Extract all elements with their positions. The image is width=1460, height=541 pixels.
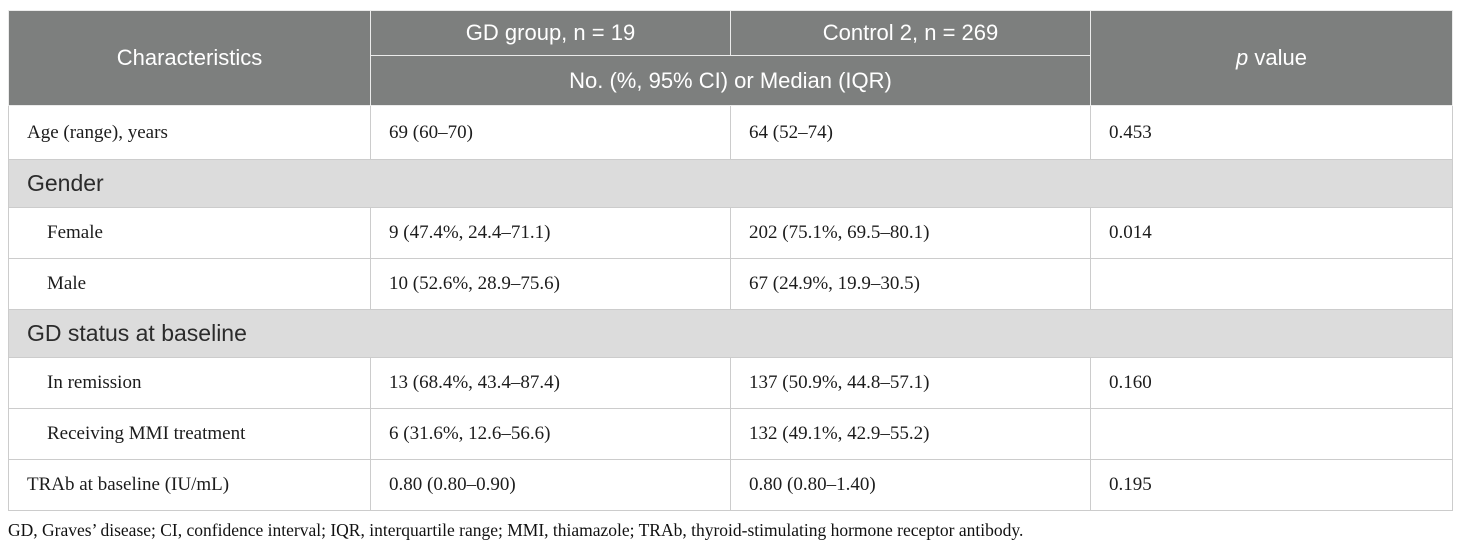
row-label: In remission: [8, 357, 371, 409]
cell-p-value: 0.014: [1090, 207, 1453, 259]
cell-control2: 64 (52–74): [730, 105, 1091, 160]
cell-gd-group: 6 (31.6%, 12.6–56.6): [370, 408, 731, 460]
cell-gd-group: 0.80 (0.80–0.90): [370, 459, 731, 511]
cell-p-value: [1090, 258, 1453, 310]
table-row-male: Male 10 (52.6%, 28.9–75.6) 67 (24.9%, 19…: [8, 258, 1453, 310]
table-row-in-remission: In remission 13 (68.4%, 43.4–87.4) 137 (…: [8, 357, 1453, 409]
table-row-receiving-mmi: Receiving MMI treatment 6 (31.6%, 12.6–5…: [8, 408, 1453, 460]
col-subheader-measure: No. (%, 95% CI) or Median (IQR): [370, 55, 1091, 106]
row-label: Female: [8, 207, 371, 259]
section-row-gd-status: GD status at baseline: [8, 309, 1453, 358]
cell-gd-group: 69 (60–70): [370, 105, 731, 160]
row-label: Male: [8, 258, 371, 310]
header-row-sub: No. (%, 95% CI) or Median (IQR): [9, 55, 1453, 106]
characteristics-table-figure: Characteristics GD group, n = 19 Control…: [8, 10, 1453, 541]
header-row-top: Characteristics GD group, n = 19 Control…: [8, 10, 1453, 106]
p-value-label-rest: value: [1248, 45, 1307, 70]
table-row-female: Female 9 (47.4%, 24.4–71.1) 202 (75.1%, …: [8, 207, 1453, 259]
cell-gd-group: 10 (52.6%, 28.9–75.6): [370, 258, 731, 310]
cell-p-value: 0.453: [1090, 105, 1453, 160]
cell-p-value: 0.195: [1090, 459, 1453, 511]
cell-p-value: [1090, 408, 1453, 460]
table-row-trab: TRAb at baseline (IU/mL) 0.80 (0.80–0.90…: [8, 459, 1453, 511]
cell-gd-group: 13 (68.4%, 43.4–87.4): [370, 357, 731, 409]
row-label: Receiving MMI treatment: [8, 408, 371, 460]
characteristics-table: Characteristics GD group, n = 19 Control…: [8, 10, 1453, 511]
cell-p-value: 0.160: [1090, 357, 1453, 409]
table-footnote: GD, Graves’ disease; CI, confidence inte…: [8, 520, 1024, 540]
cell-control2: 137 (50.9%, 44.8–57.1): [730, 357, 1091, 409]
col-header-gd-group: GD group, n = 19: [370, 10, 731, 56]
col-header-characteristics: Characteristics: [8, 10, 371, 106]
section-label: Gender: [8, 159, 1453, 208]
cell-control2: 202 (75.1%, 69.5–80.1): [730, 207, 1091, 259]
row-label: Age (range), years: [8, 105, 371, 160]
table-row-age: Age (range), years 69 (60–70) 64 (52–74)…: [8, 105, 1453, 160]
cell-control2: 0.80 (0.80–1.40): [730, 459, 1091, 511]
col-header-p-value: p value: [1090, 10, 1453, 106]
cell-gd-group: 9 (47.4%, 24.4–71.1): [370, 207, 731, 259]
p-value-italic-letter: p: [1236, 45, 1249, 70]
section-row-gender: Gender: [8, 159, 1453, 208]
row-label: TRAb at baseline (IU/mL): [8, 459, 371, 511]
cell-control2: 67 (24.9%, 19.9–30.5): [730, 258, 1091, 310]
cell-control2: 132 (49.1%, 42.9–55.2): [730, 408, 1091, 460]
section-label: GD status at baseline: [8, 309, 1453, 358]
col-header-control2: Control 2, n = 269: [730, 10, 1091, 56]
